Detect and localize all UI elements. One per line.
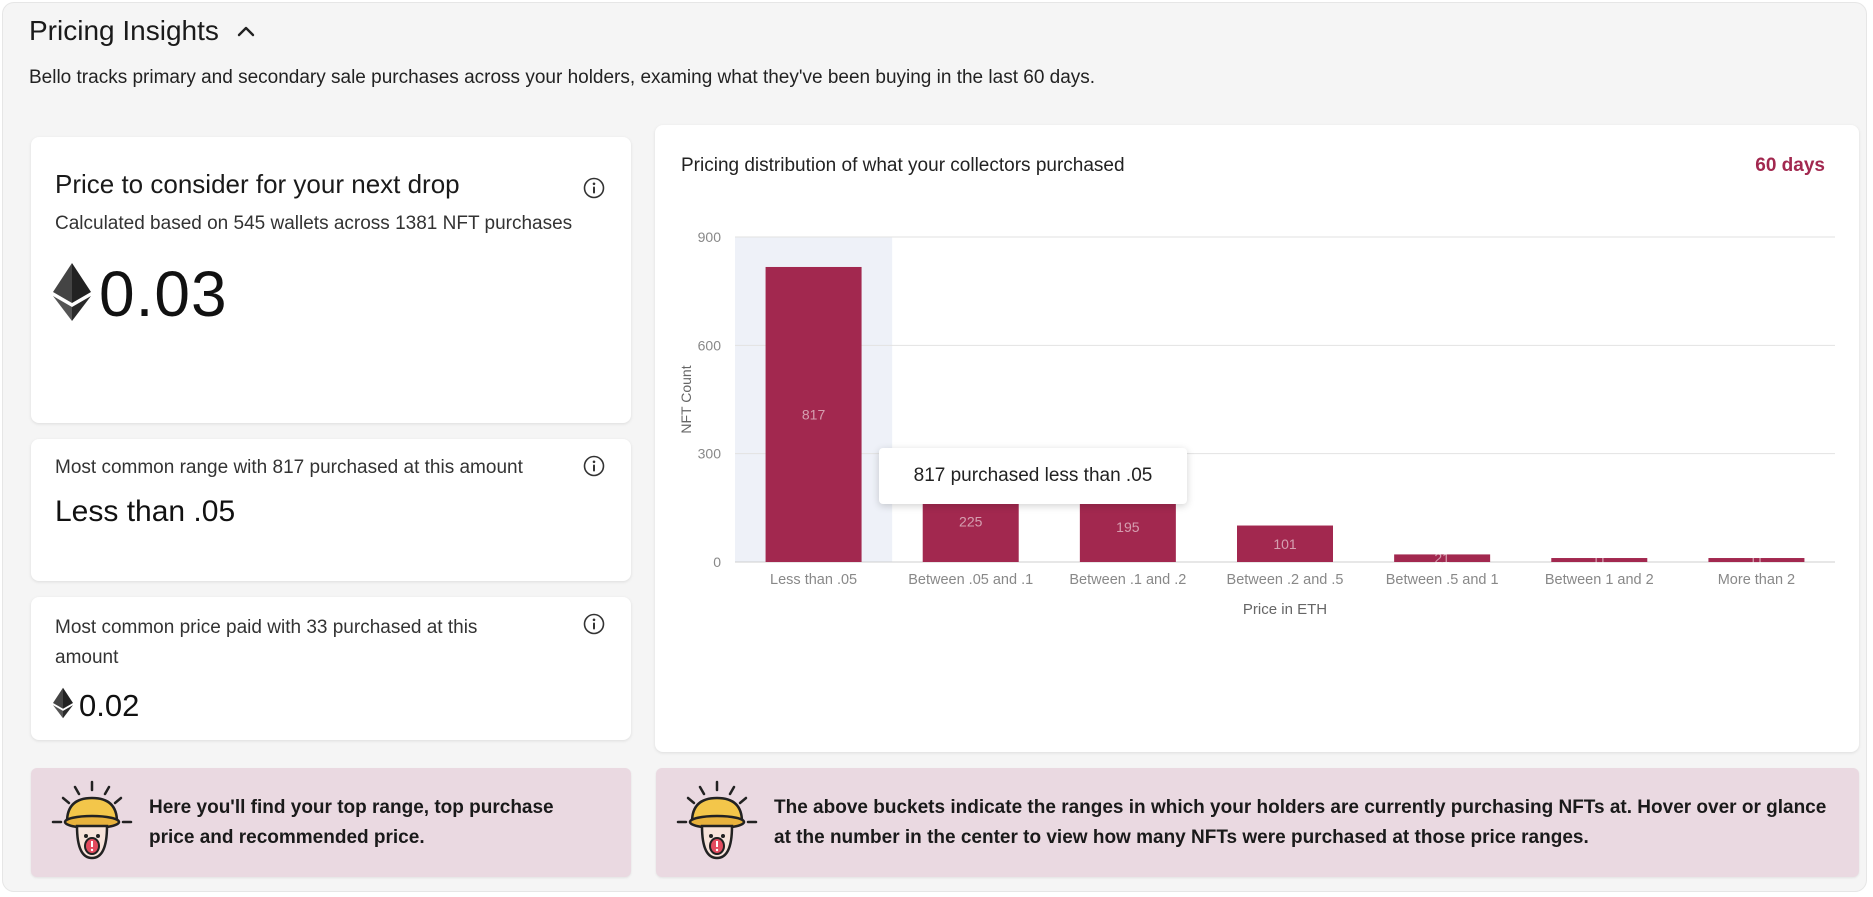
header: Pricing Insights [29, 15, 257, 47]
common-range-value: Less than .05 [55, 495, 236, 528]
x-tick-label: More than 2 [1718, 572, 1795, 588]
y-tick-label: 600 [698, 337, 722, 353]
x-tick-label: Less than .05 [770, 572, 857, 588]
bar [1237, 525, 1333, 562]
pricing-distribution-card: Pricing distribution of what your collec… [655, 125, 1859, 752]
x-axis-title: Price in ETH [1243, 601, 1327, 618]
tip-banner-left: Here you'll find your top range, top pur… [31, 768, 631, 877]
card-subtext: Most common range with 817 purchased at … [55, 457, 523, 478]
y-axis-title: NFT Count [678, 365, 694, 433]
bar-data-label: 101 [1273, 536, 1297, 552]
bar [1551, 558, 1648, 562]
info-icon[interactable] [583, 613, 605, 635]
bar-chart: 0 300 600 900 817 Less than .05 225 Between .05… [678, 229, 1835, 618]
x-tick-label: Between .5 and 1 [1386, 572, 1499, 588]
page-title: Pricing Insights [29, 15, 219, 46]
ethereum-icon [53, 687, 73, 724]
recommended-price: 0.03 [53, 257, 228, 331]
bar-data-label: 225 [959, 513, 983, 529]
mushroom-mascot-icon [672, 778, 762, 868]
bar-data-label: 11 [1592, 552, 1607, 568]
card-subtext: Calculated based on 545 wallets across 1… [55, 213, 573, 234]
tip-text: Here you'll find your top range, top pur… [149, 796, 554, 848]
common-range-card: Most common range with 817 purchased at … [31, 439, 631, 581]
card-heading: Price to consider for your next drop [55, 169, 460, 199]
bar-data-label: 817 [802, 406, 826, 422]
tip-banner-right: The above buckets indicate the ranges in… [656, 768, 1859, 877]
ethereum-icon [53, 262, 91, 326]
chart-tooltip: 817 purchased less than .05 [879, 448, 1187, 504]
time-range-selector[interactable]: 60 days [1755, 155, 1825, 176]
common-price-value: 0.02 [79, 687, 140, 723]
tip-text: The above buckets indicate the ranges in… [774, 796, 1827, 848]
x-tick-label: Between .1 and .2 [1069, 572, 1186, 588]
bar [1708, 558, 1805, 562]
bar-data-label: 195 [1116, 519, 1140, 535]
x-tick-label: Between 1 and 2 [1545, 572, 1654, 588]
bar [765, 266, 862, 562]
info-icon[interactable] [583, 177, 605, 199]
y-tick-label: 300 [698, 446, 722, 462]
x-tick-label: Between .05 and .1 [908, 572, 1033, 588]
x-tick-label: Between .2 and .5 [1227, 572, 1344, 588]
mushroom-mascot-icon [47, 778, 137, 868]
bar-data-label: 21 [1434, 550, 1450, 566]
chart-title: Pricing distribution of what your collec… [681, 155, 1125, 176]
recommended-price-card: Price to consider for your next drop Cal… [31, 137, 631, 423]
bar [1394, 554, 1491, 562]
page-subtitle: Bello tracks primary and secondary sale … [29, 67, 1096, 88]
common-price: 0.02 [53, 687, 139, 724]
card-subtext: Most common price paid with 33 purchased… [55, 617, 478, 668]
common-price-card: Most common price paid with 33 purchased… [31, 597, 631, 740]
bar-data-label: 11 [1749, 552, 1764, 568]
y-tick-label: 900 [698, 229, 722, 245]
info-icon[interactable] [583, 455, 605, 477]
y-tick-label: 0 [713, 554, 721, 570]
chevron-up-icon[interactable] [235, 20, 257, 42]
price-value: 0.03 [99, 258, 228, 330]
